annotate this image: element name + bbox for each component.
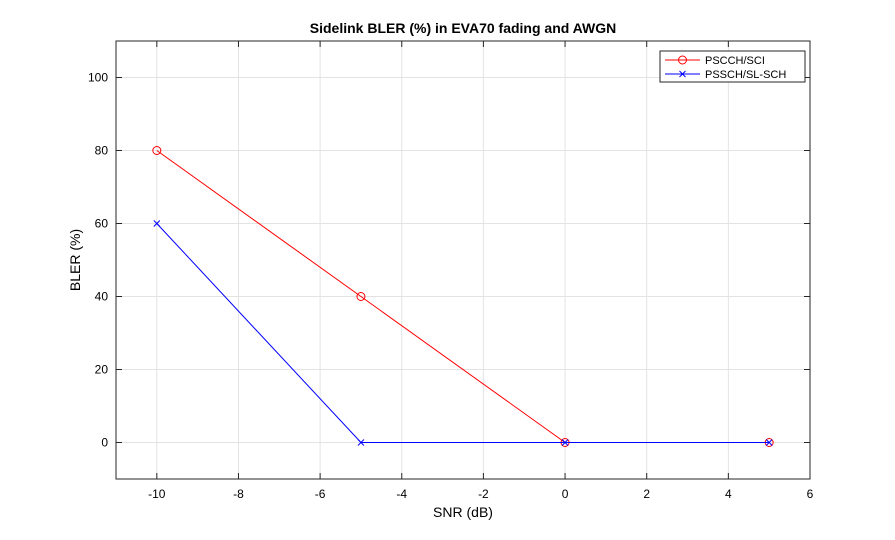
grid bbox=[116, 41, 811, 479]
legend-item[interactable]: PSCCH/SCI bbox=[665, 55, 765, 67]
legend-label: PSCCH/SCI bbox=[705, 55, 765, 67]
data-point bbox=[152, 146, 162, 155]
plot-frame bbox=[115, 40, 811, 480]
data-point bbox=[153, 220, 161, 227]
legend-marker bbox=[679, 70, 686, 78]
x-axis-label: SNR (dB) bbox=[433, 504, 493, 520]
x-tick-label: -6 bbox=[315, 487, 326, 501]
y-tick-label: 20 bbox=[95, 363, 109, 377]
legend-item[interactable]: PSSCH/SL-SCH bbox=[665, 69, 786, 81]
y-tick-label: 80 bbox=[95, 144, 109, 158]
data-point bbox=[561, 439, 569, 446]
legend-label: PSSCH/SL-SCH bbox=[705, 69, 786, 81]
plot-area bbox=[116, 41, 810, 479]
data-point bbox=[357, 439, 365, 446]
series-layer bbox=[152, 146, 774, 447]
chart-title: Sidelink BLER (%) in EVA70 fading and AW… bbox=[310, 20, 616, 36]
x-tick-label: 6 bbox=[807, 487, 814, 501]
x-tick-label: -8 bbox=[233, 487, 244, 501]
y-tick-label: 60 bbox=[95, 217, 109, 231]
series-line bbox=[156, 223, 770, 443]
data-point bbox=[356, 292, 366, 301]
x-tick-label: -4 bbox=[396, 487, 407, 501]
legend[interactable]: PSCCH/SCI PSSCH/SL-SCH bbox=[659, 50, 806, 83]
x-tick-label: 2 bbox=[643, 487, 650, 501]
y-tick-label: 40 bbox=[95, 290, 109, 304]
y-tick-label: 0 bbox=[101, 436, 108, 450]
data-point bbox=[765, 439, 773, 446]
x-tick-label: -10 bbox=[148, 487, 166, 501]
x-tick-label: -2 bbox=[478, 487, 489, 501]
y-tick-label: 100 bbox=[88, 71, 108, 85]
legend-marker bbox=[678, 55, 687, 65]
y-axis-label: BLER (%) bbox=[67, 229, 83, 291]
x-tick-label: 4 bbox=[725, 487, 732, 501]
x-tick-label: 0 bbox=[562, 487, 569, 501]
series-pssch-sl-sch bbox=[153, 220, 773, 446]
